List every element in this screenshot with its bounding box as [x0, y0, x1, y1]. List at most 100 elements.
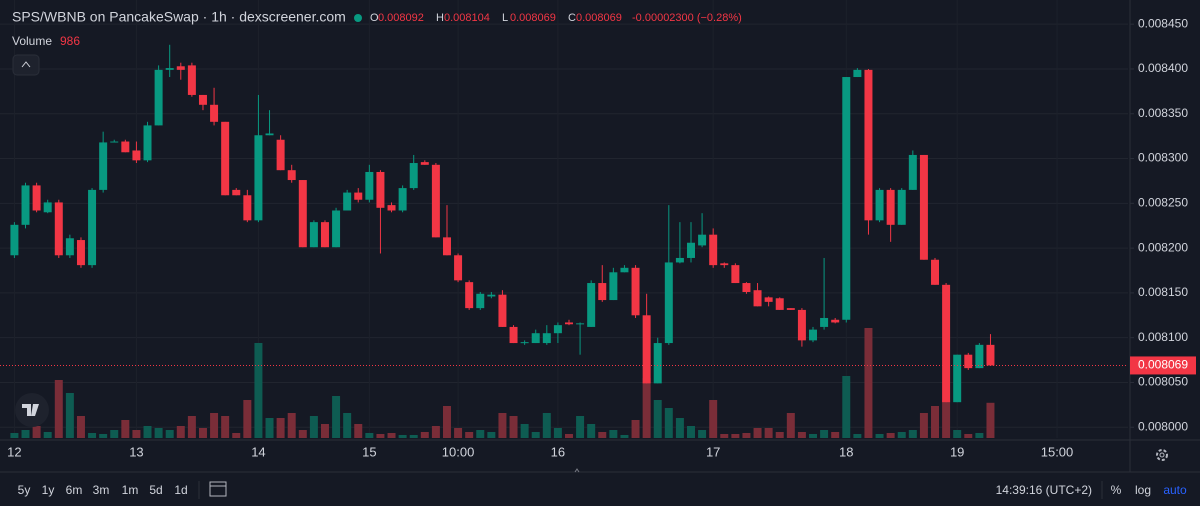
candle-body: [132, 150, 141, 161]
candle-body: [842, 77, 851, 320]
ohlc-value: 0.008069: [576, 12, 622, 24]
resize-handle[interactable]: [574, 468, 580, 473]
auto-toggle[interactable]: auto: [1163, 483, 1187, 497]
candle-body: [442, 237, 451, 256]
y-tick-label: 0.008000: [1138, 419, 1188, 433]
candle-body: [908, 154, 917, 190]
candle-body: [298, 180, 307, 248]
volume-bar: [964, 434, 973, 438]
candle-body: [786, 308, 795, 310]
volume-bar: [687, 426, 695, 438]
x-tick-label: 15:00: [1041, 444, 1074, 459]
plot-area: [0, 23, 1128, 438]
candle-body: [431, 164, 440, 238]
range-button[interactable]: 1d: [174, 483, 187, 497]
candle-body: [875, 189, 884, 221]
percent-toggle[interactable]: %: [1111, 483, 1122, 497]
y-tick-label: 0.008300: [1138, 151, 1188, 165]
gear-center[interactable]: [1159, 452, 1165, 458]
volume-bar: [309, 416, 318, 438]
volume-bar: [764, 428, 773, 438]
volume-bar: [465, 432, 474, 438]
candle-body: [21, 185, 30, 225]
candle-body: [820, 317, 829, 327]
volume-bar: [21, 430, 30, 438]
volume-bar: [65, 393, 74, 438]
y-tick-label: 0.008350: [1138, 106, 1188, 120]
volume-bar: [842, 376, 851, 438]
candle-body: [531, 333, 540, 344]
candle-body: [509, 326, 518, 344]
range-button[interactable]: 1y: [42, 483, 55, 497]
ohlc-key: C: [568, 12, 576, 24]
calendar-button[interactable]: [209, 481, 227, 497]
settings-gear[interactable]: [1156, 449, 1168, 461]
ohlc-legend: O 0.008092 H 0.008104 L 0.008069 C 0.008069 -0.0…: [370, 12, 742, 24]
volume-bar: [110, 430, 119, 438]
candle-body: [376, 171, 385, 208]
log-toggle[interactable]: log: [1135, 483, 1151, 497]
candle-body: [232, 189, 241, 196]
chevron-icon[interactable]: [21, 61, 31, 68]
candle-body: [809, 329, 817, 341]
candle-body: [742, 283, 751, 292]
volume-bar: [531, 432, 540, 438]
range-button[interactable]: 5d: [149, 483, 162, 497]
y-tick-label: 0.008200: [1138, 240, 1188, 254]
logo-mark: [22, 404, 39, 416]
volume-bar: [598, 432, 607, 438]
candle-body: [975, 344, 984, 369]
volume-bar: [664, 408, 673, 438]
volume-bar: [731, 434, 740, 438]
range-button[interactable]: 5y: [18, 483, 31, 497]
range-button[interactable]: 3m: [93, 483, 110, 497]
ohlc-value: 0.008069: [510, 12, 556, 24]
ohlc-key: H: [436, 12, 444, 24]
volume-bar: [232, 433, 241, 438]
volume-bar: [864, 328, 873, 438]
volume-value: 986: [60, 34, 80, 48]
candle-body: [864, 69, 873, 221]
volume-bar: [454, 428, 463, 438]
range-button[interactable]: 6m: [66, 483, 83, 497]
volume-bar: [354, 424, 363, 438]
range-button[interactable]: 1m: [122, 483, 139, 497]
candle-body: [198, 94, 207, 105]
y-tick-label: 0.008100: [1138, 330, 1188, 344]
volume-bar: [298, 430, 307, 438]
volume-bar: [376, 434, 385, 438]
candle-body: [465, 282, 474, 309]
candle-body: [332, 210, 341, 248]
x-tick-label: 17: [706, 444, 720, 459]
candle-body: [598, 283, 607, 301]
volume-bar: [154, 428, 163, 438]
y-tick-label: 0.008150: [1138, 285, 1188, 299]
candle-body: [420, 162, 429, 165]
volume-bar: [553, 428, 562, 438]
gear-icon[interactable]: [1156, 449, 1168, 461]
volume-bar: [187, 416, 196, 438]
volume-bar: [43, 432, 52, 438]
y-tick-label: 0.008400: [1138, 61, 1188, 75]
volume-bar: [587, 424, 596, 438]
ohlc-key: L: [502, 12, 508, 24]
calendar-icon[interactable]: [209, 481, 227, 497]
volume-bar: [720, 434, 729, 438]
volume-bar: [276, 418, 285, 438]
candle-body: [520, 342, 529, 344]
x-tick-label: 19: [950, 444, 964, 459]
candle-body: [398, 188, 407, 211]
candle-body: [631, 267, 640, 316]
candle-body: [720, 263, 729, 266]
volume-bar: [953, 430, 962, 438]
volume-bar: [32, 426, 41, 438]
volume-bar: [886, 433, 895, 438]
tv-logo: [15, 393, 49, 427]
volume-bar: [942, 400, 951, 438]
volume-bar: [143, 426, 152, 438]
collapse-button[interactable]: [12, 54, 40, 76]
candle-body: [687, 242, 695, 258]
volume-bar: [786, 413, 795, 438]
button-box[interactable]: [12, 54, 40, 76]
